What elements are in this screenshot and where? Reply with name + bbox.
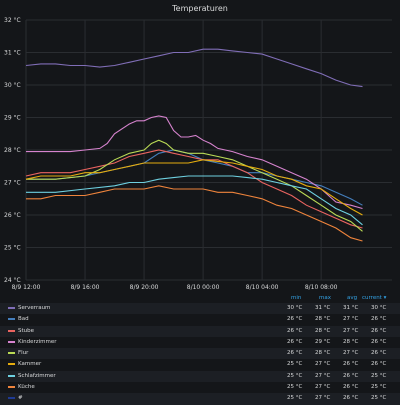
chart-title: Temperaturen [172,4,228,13]
legend-avg-value: 26 °C [343,395,359,402]
legend-max-value: 28 °C [315,327,331,334]
legend-swatch [8,318,15,321]
legend-series-name[interactable]: # [18,395,23,402]
legend-current-value: 26 °C [371,350,387,357]
y-tick-label: 31 °C [4,50,21,57]
legend-header: min max avg current ▾ [0,292,400,303]
legend-swatch [8,340,15,343]
y-tick-label: 29 °C [4,115,21,122]
legend-max-value: 31 °C [315,305,331,311]
legend-min-value: 26 °C [287,350,303,357]
legend-swatch [8,307,15,309]
legend-min-value: 25 °C [287,361,303,368]
legend-header-avg[interactable]: avg [347,295,358,301]
legend-avg-value: 26 °C [343,372,359,379]
y-tick-label: 32 °C [4,17,21,24]
legend-series-name[interactable]: Schlafzimmer [18,372,56,379]
legend-swatch [8,363,15,366]
legend-series-name[interactable]: Küche [18,384,35,391]
legend-series-name[interactable]: Kinderzimmer [18,338,57,345]
legend-swatch [8,329,15,332]
legend-min-value: 25 °C [287,395,303,402]
legend-swatch [8,352,15,355]
legend-min-value: 25 °C [287,372,303,379]
y-tick-label: 26 °C [4,212,21,219]
legend-series-name[interactable]: Serverraum [18,305,51,311]
legend-current-value: 25 °C [371,372,387,379]
legend-row[interactable]: Stube 26 °C 28 °C 27 °C 26 °C [0,325,400,337]
legend-avg-value: 27 °C [343,350,359,357]
x-tick-label: 8/9 20:00 [130,284,159,291]
series-line-kammer [25,159,363,216]
legend-row[interactable]: Serverraum 30 °C 31 °C 31 °C 30 °C [0,303,400,315]
legend-min-value: 26 °C [287,327,303,334]
series-line-flur [26,139,363,232]
legend-current-value: 26 °C [371,338,387,345]
series-line-kinderzimmer [26,115,363,210]
legend-series-name[interactable]: Bad [18,316,29,323]
legend-swatch [8,397,15,400]
legend-avg-value: 27 °C [343,327,359,334]
legend-header-min[interactable]: min [291,295,302,301]
legend-row[interactable]: Flur 26 °C 28 °C 27 °C 26 °C [0,348,400,360]
legend-row[interactable]: #25 °C 27 °C 26 °C 25 °C [0,393,400,405]
legend-avg-value: 26 °C [343,361,359,368]
legend-row[interactable]: Kammer 25 °C 27 °C 26 °C 26 °C [0,359,400,370]
legend-table: min max avg current ▾ Serverraum 30 °C 31 … [0,292,400,405]
y-tick-label: 28 °C [4,147,21,154]
legend-current-value: 26 °C [371,316,387,323]
legend-max-value: 27 °C [315,395,331,402]
legend-row[interactable]: Schlafzimmer 25 °C 27 °C 26 °C 25 °C [0,370,400,383]
legend-max-value: 29 °C [315,338,331,345]
x-tick-label: 8/9 12:00 [12,284,41,291]
legend-max-value: 27 °C [315,384,331,391]
legend-row[interactable]: Kinderzimmer 26 °C 29 °C 28 °C 26 °C [0,337,400,348]
legend-avg-value: 27 °C [343,316,359,323]
legend-max-value: 27 °C [315,372,331,379]
legend-swatch [8,386,15,389]
legend-min-value: 30 °C [287,305,303,311]
series-line-serverraum [25,48,363,88]
legend-series-name[interactable]: Kammer [18,361,42,368]
temperature-chart: 24 °C 25 °C 26 °C 27 °C 28 °C 29 °C 30 °C 31 °C… [4,17,392,291]
legend-header-max[interactable]: max [319,295,331,301]
series-line-stube [25,149,363,229]
legend-current-value: 25 °C [371,384,387,391]
legend-series-name[interactable]: Flur [18,350,29,357]
y-tick-label: 24 °C [4,277,21,284]
x-tick-label: 8/10 04:00 [246,284,279,291]
x-tick-label: 8/10 00:00 [187,284,220,291]
legend-max-value: 28 °C [315,316,331,323]
legend-current-value: 26 °C [371,327,387,334]
y-tick-label: 27 °C [4,180,21,187]
legend-min-value: 26 °C [287,338,303,345]
legend-row[interactable]: Küche 25 °C 27 °C 26 °C 25 °C [0,382,400,393]
legend-max-value: 28 °C [315,350,331,357]
y-tick-label: 30 °C [4,82,21,89]
legend-row[interactable]: Bad 26 °C 28 °C 27 °C 26 °C [0,314,400,325]
legend-header-current[interactable]: current ▾ [362,295,387,301]
legend-min-value: 26 °C [287,316,303,323]
legend-min-value: 25 °C [287,384,303,391]
x-tick-label: 8/10 08:00 [305,284,338,291]
legend-current-value: 30 °C [371,305,387,311]
legend-avg-value: 31 °C [343,305,359,311]
legend-max-value: 27 °C [315,361,331,368]
series-line-küche [26,185,363,242]
y-tick-label: 25 °C [4,245,21,252]
legend-series-name[interactable]: Stube [18,327,35,334]
legend-current-value: 26 °C [371,361,387,368]
x-tick-label: 8/9 16:00 [71,284,100,291]
legend-avg-value: 28 °C [343,338,359,345]
legend-rows: Serverraum 30 °C 31 °C 31 °C 30 °C Bad 26 °C 28… [0,303,400,405]
legend-current-value: 25 °C [371,395,387,402]
series-line-schlafzimmer [26,175,363,226]
legend-swatch [8,374,15,377]
legend-avg-value: 26 °C [343,384,359,391]
